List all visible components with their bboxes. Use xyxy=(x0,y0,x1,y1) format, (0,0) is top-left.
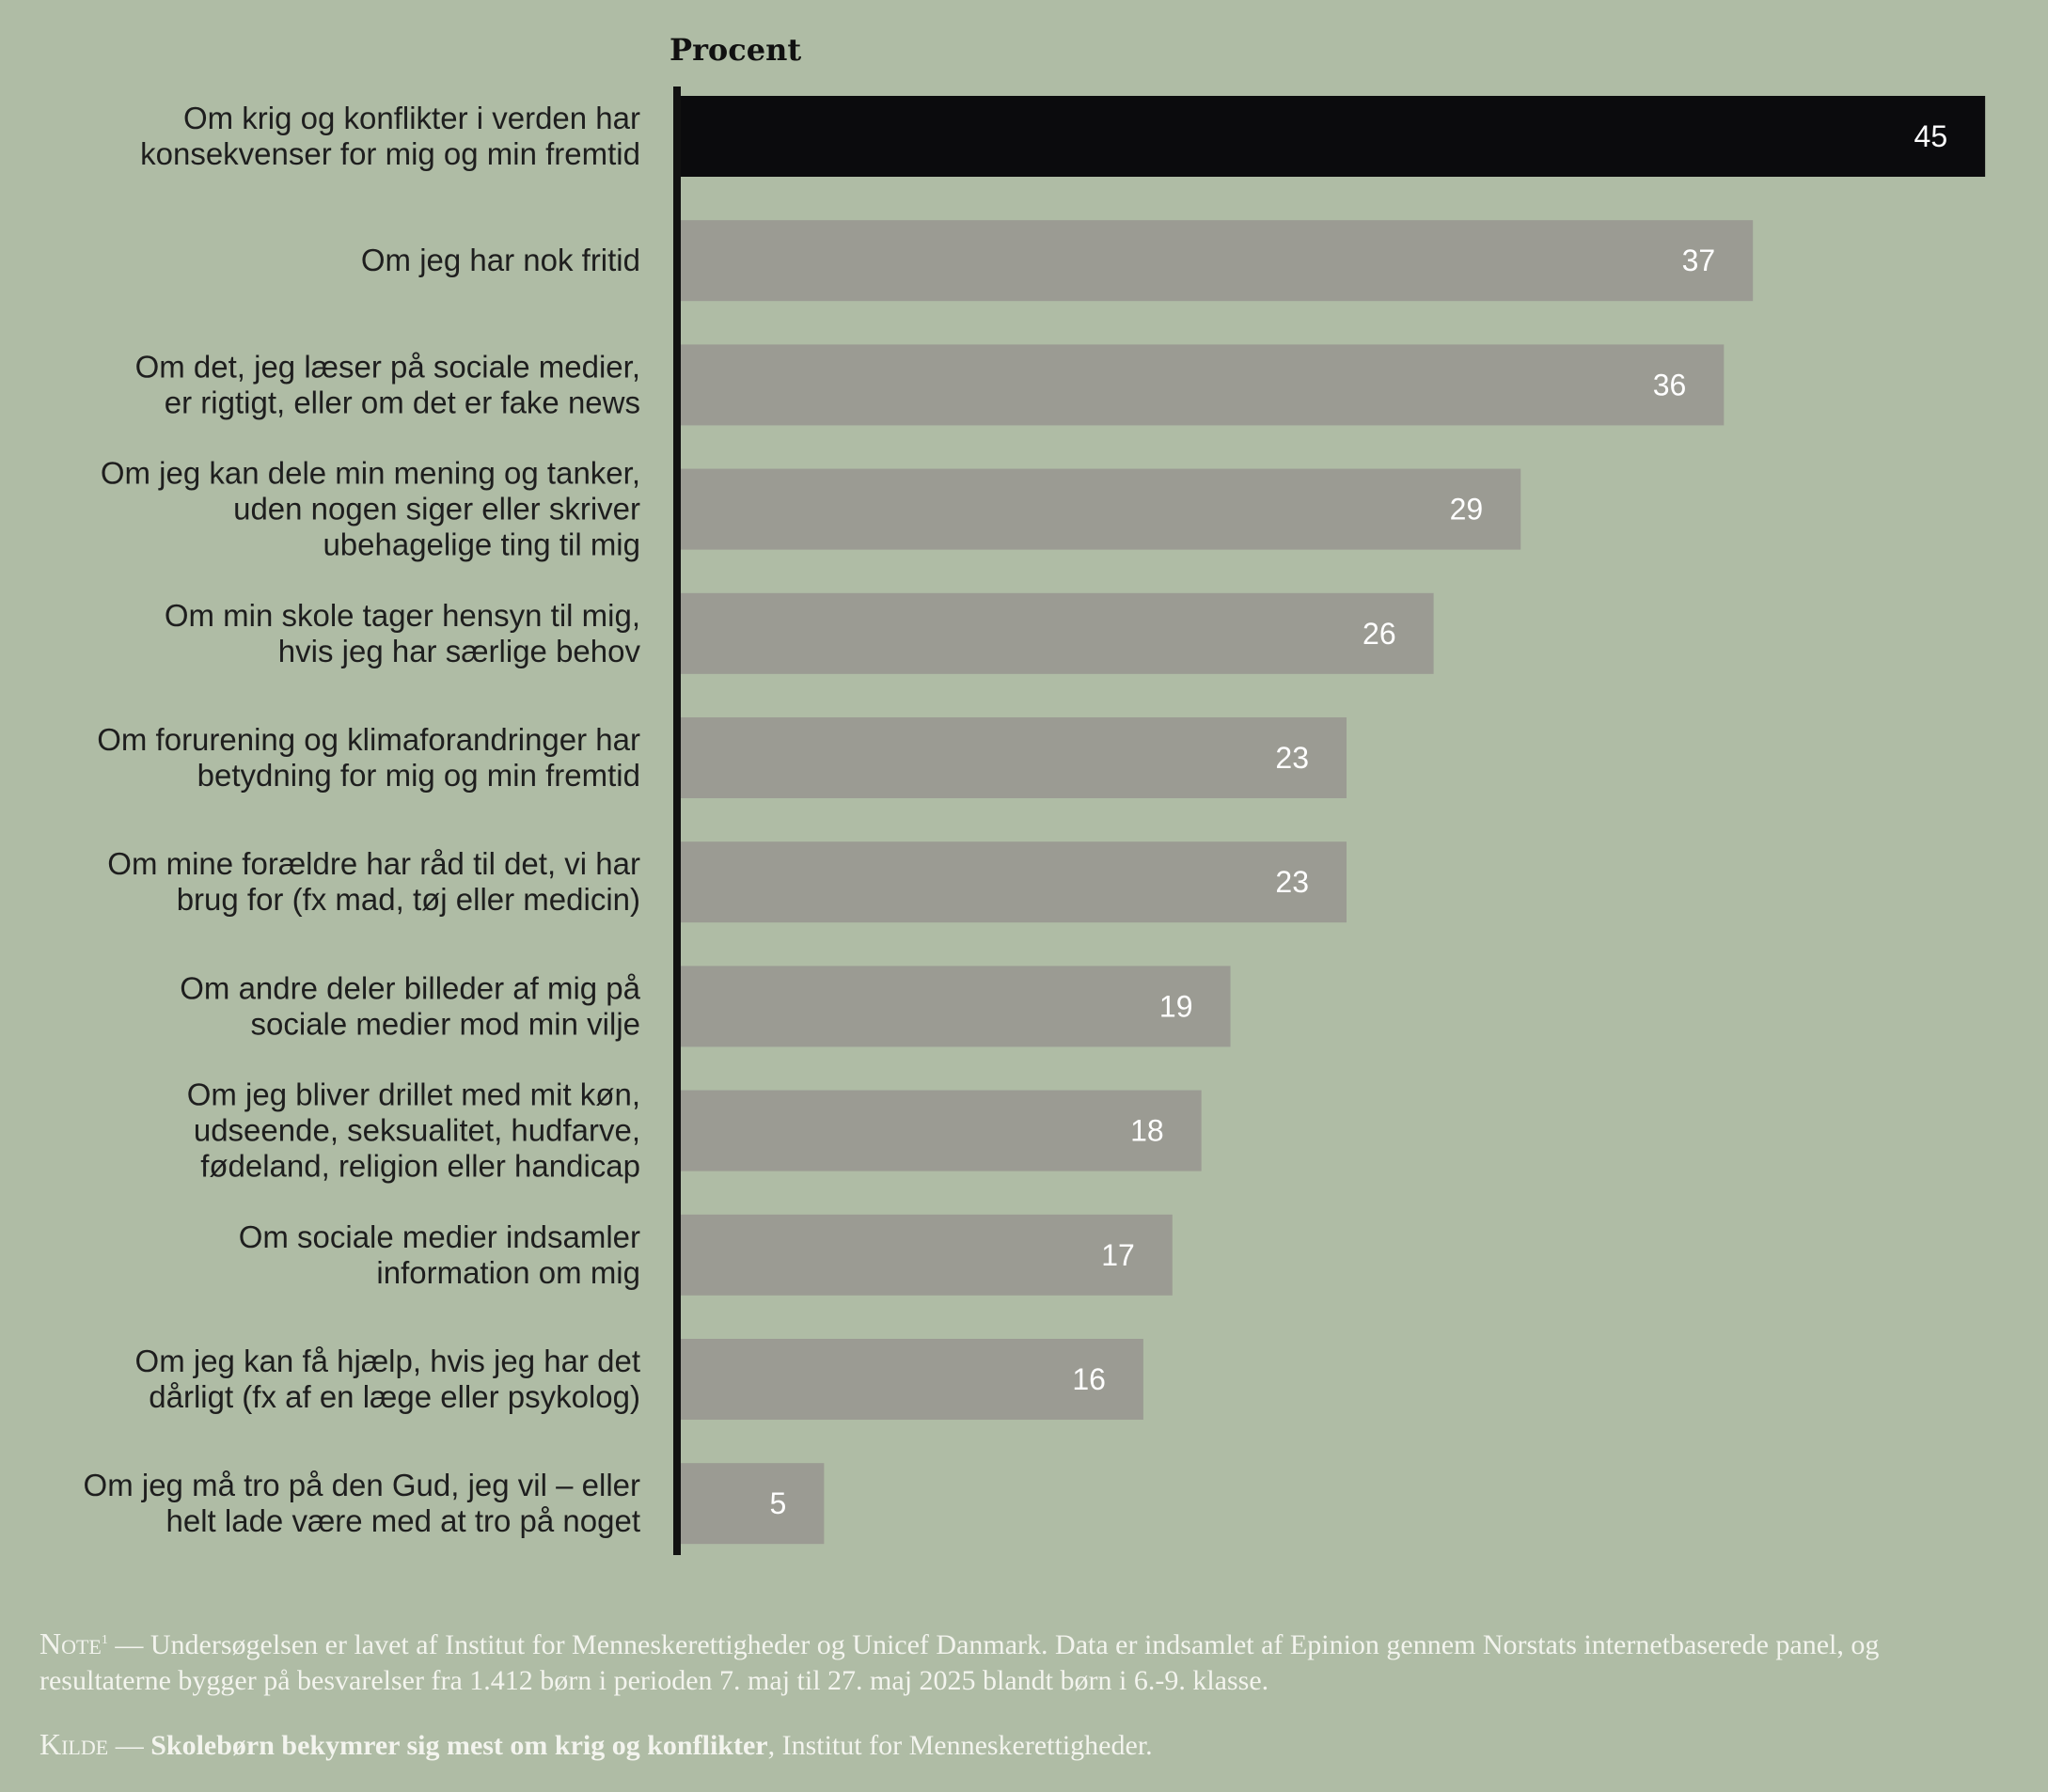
value-label-9: 18 xyxy=(1130,1114,1164,1148)
category-label-3-line-2: er rigtigt, eller om det er fake news xyxy=(165,385,640,419)
bar-9 xyxy=(679,1090,1202,1171)
y-axis-line xyxy=(673,86,681,1555)
category-label-8-line-1: Om andre deler billeder af mig på xyxy=(180,970,640,1005)
category-label-4-line-1: Om jeg kan dele min mening og tanker, xyxy=(101,456,640,491)
bar-2 xyxy=(679,220,1754,302)
category-label-9-line-1: Om jeg bliver drillet med mit køn, xyxy=(187,1077,640,1112)
category-label-10-line-2: information om mig xyxy=(376,1255,640,1290)
value-label-4: 29 xyxy=(1450,493,1484,527)
value-labels-group: 45 37 36 29 26 23 23 19 18 17 16 5 xyxy=(770,119,1948,1520)
source-separator: — xyxy=(108,1730,151,1761)
category-label-4-line-2: uden nogen siger eller skriver xyxy=(233,492,640,527)
value-label-1: 45 xyxy=(1914,119,1948,153)
bar-4 xyxy=(679,468,1521,550)
note-text: — Undersøgelsen er lavet af Institut for… xyxy=(39,1629,1880,1696)
source-line: Kilde — Skolebørn bekymrer sig mest om k… xyxy=(39,1726,1995,1764)
note-superscript: 1 xyxy=(101,1633,108,1647)
category-label-9-line-2: udseende, seksualitet, hudfarve, xyxy=(194,1113,640,1148)
category-label-11-line-2: dårligt (fx af en læge eller psykolog) xyxy=(149,1379,640,1414)
bar-6 xyxy=(679,717,1347,798)
bar-12 xyxy=(679,1463,825,1545)
category-label-6-line-2: betydning for mig og min fremtid xyxy=(197,758,640,793)
value-label-10: 17 xyxy=(1101,1238,1135,1272)
value-label-7: 23 xyxy=(1275,865,1309,899)
category-label-5-line-2: hvis jeg har særlige behov xyxy=(278,634,641,668)
source-title: Skolebørn bekymrer sig mest om krig og k… xyxy=(150,1730,768,1761)
bars-group xyxy=(679,96,1986,1545)
note-label: Note xyxy=(39,1627,102,1660)
category-label-6-line-1: Om forurening og klimaforandringer har xyxy=(97,722,640,757)
category-labels-group: Om krig og konflikter i verden harkonsek… xyxy=(84,101,641,1538)
bar-10 xyxy=(679,1214,1173,1296)
category-label-4-line-3: ubehagelige ting til mig xyxy=(323,527,640,562)
value-label-5: 26 xyxy=(1363,617,1396,651)
bar-7 xyxy=(679,841,1347,923)
category-label-10-line-1: Om sociale medier indsamler xyxy=(239,1219,640,1254)
value-label-12: 5 xyxy=(770,1486,787,1520)
category-label-5-line-1: Om min skole tager hensyn til mig, xyxy=(165,598,640,633)
category-label-11-line-1: Om jeg kan få hjælp, hvis jeg har det xyxy=(135,1344,640,1378)
category-label-12-line-2: helt lade være med at tro på noget xyxy=(166,1503,640,1538)
bar-chart: Procent Om krig og konflikter i verden h… xyxy=(84,32,1986,1555)
bar-3 xyxy=(679,344,1725,426)
category-label-7-line-1: Om mine forældre har råd til det, vi har xyxy=(107,846,640,881)
category-label-8-line-2: sociale medier mod min vilje xyxy=(251,1006,640,1041)
value-label-8: 19 xyxy=(1159,989,1193,1023)
value-label-6: 23 xyxy=(1275,741,1309,775)
category-label-2-line-1: Om jeg har nok fritid xyxy=(361,243,640,277)
category-label-7-line-2: brug for (fx mad, tøj eller medicin) xyxy=(177,882,640,917)
category-label-12-line-1: Om jeg må tro på den Gud, jeg vil – elle… xyxy=(84,1468,640,1502)
value-label-11: 16 xyxy=(1072,1362,1106,1396)
unit-label: Procent xyxy=(670,32,801,68)
bar-5 xyxy=(679,592,1434,674)
category-label-3-line-1: Om det, jeg læser på sociale medier, xyxy=(135,349,640,384)
bar-8 xyxy=(679,966,1231,1047)
category-label-1-line-2: konsekvenser for mig og min fremtid xyxy=(140,136,640,171)
value-label-2: 37 xyxy=(1682,244,1716,277)
bar-11 xyxy=(679,1339,1143,1420)
value-label-3: 36 xyxy=(1653,368,1687,401)
source-rest: , Institut for Menneskerettigheder. xyxy=(767,1730,1153,1761)
footnote: Note1 — Undersøgelsen er lavet af Instit… xyxy=(39,1623,1995,1699)
bar-1 xyxy=(679,96,1986,177)
category-label-1-line-1: Om krig og konflikter i verden har xyxy=(183,101,640,135)
source-label: Kilde xyxy=(39,1727,109,1761)
category-label-9-line-3: fødeland, religion eller handicap xyxy=(200,1149,640,1184)
